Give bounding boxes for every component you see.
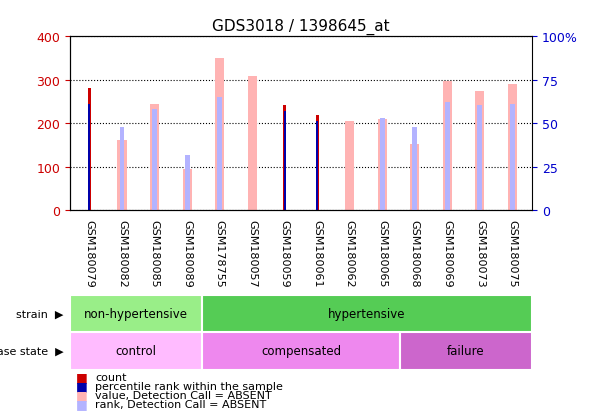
Bar [443, 81, 452, 211]
Text: value, Detection Call = ABSENT: value, Detection Call = ABSENT [95, 390, 272, 400]
Bar [202, 295, 532, 332]
Bar [477, 106, 482, 211]
Bar [508, 85, 517, 211]
Text: control: control [116, 344, 156, 358]
Text: GSM180085: GSM180085 [150, 219, 159, 287]
Bar [182, 169, 192, 211]
Bar [445, 103, 450, 211]
Text: GSM180069: GSM180069 [443, 219, 452, 287]
Bar [70, 332, 202, 370]
Bar [150, 104, 159, 211]
Bar [152, 110, 157, 211]
Bar [88, 89, 91, 211]
Bar [217, 98, 222, 211]
Text: GSM178755: GSM178755 [215, 219, 224, 287]
Text: hypertensive: hypertensive [328, 307, 406, 320]
Text: failure: failure [447, 344, 485, 358]
Text: GSM180073: GSM180073 [475, 219, 485, 287]
Text: count: count [95, 372, 127, 382]
Title: GDS3018 / 1398645_at: GDS3018 / 1398645_at [212, 18, 390, 34]
Text: GSM180079: GSM180079 [85, 219, 94, 287]
Bar [345, 122, 354, 211]
Text: strain  ▶: strain ▶ [16, 309, 64, 319]
Text: non-hypertensive: non-hypertensive [84, 307, 188, 320]
Bar [380, 119, 385, 211]
Text: GSM180068: GSM180068 [410, 219, 420, 287]
Bar [378, 120, 387, 211]
Bar [284, 112, 286, 211]
Text: GSM180059: GSM180059 [280, 219, 289, 287]
Text: ■: ■ [76, 397, 88, 411]
Bar [120, 127, 125, 211]
Bar [400, 332, 532, 370]
Bar [283, 105, 286, 211]
Bar [410, 145, 420, 211]
Text: GSM180075: GSM180075 [508, 219, 517, 287]
Bar [510, 104, 515, 211]
Text: GSM180062: GSM180062 [345, 219, 355, 287]
Text: rank, Detection Call = ABSENT: rank, Detection Call = ABSENT [95, 399, 267, 409]
Bar [215, 59, 224, 211]
Bar [89, 104, 91, 211]
Bar [185, 156, 190, 211]
Bar [117, 140, 126, 211]
Bar [475, 91, 485, 211]
Bar [412, 127, 417, 211]
Text: disease state  ▶: disease state ▶ [0, 346, 64, 356]
Text: GSM180061: GSM180061 [313, 219, 322, 287]
Text: percentile rank within the sample: percentile rank within the sample [95, 381, 283, 391]
Text: compensated: compensated [261, 344, 341, 358]
Bar [70, 295, 202, 332]
Bar [316, 121, 318, 211]
Text: GSM180082: GSM180082 [117, 219, 127, 287]
Bar [316, 116, 319, 211]
Text: ■: ■ [76, 370, 88, 383]
Text: ■: ■ [76, 388, 88, 401]
Text: GSM180057: GSM180057 [247, 219, 257, 287]
Text: GSM180089: GSM180089 [182, 219, 192, 287]
Bar [202, 332, 400, 370]
Text: GSM180065: GSM180065 [378, 219, 387, 287]
Text: ■: ■ [76, 379, 88, 392]
Bar [247, 77, 257, 211]
